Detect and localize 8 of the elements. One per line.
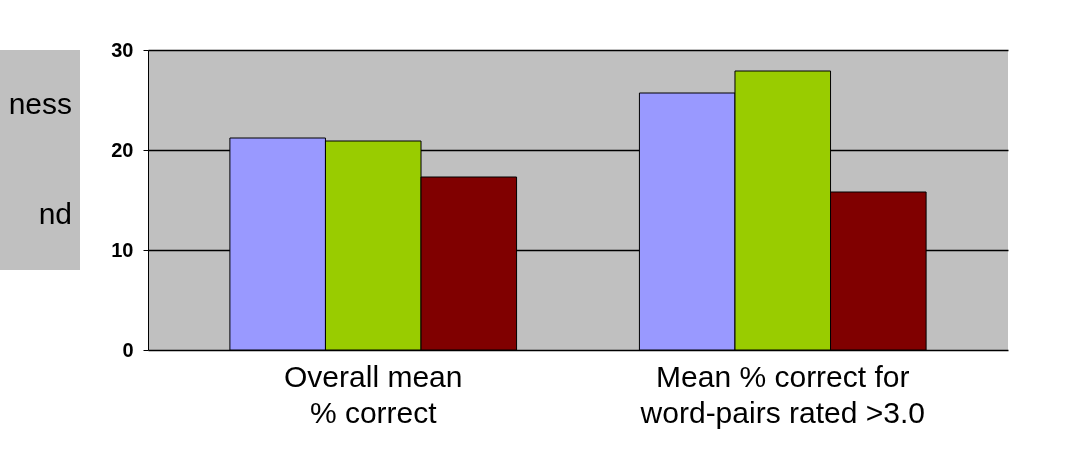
y-tick-label: 0 (122, 338, 134, 361)
text: nd (38, 197, 72, 230)
y-tick-label: 30 (111, 38, 134, 61)
y-tick-label: 20 (111, 138, 134, 161)
x-tick-label: Mean % correct for word-pairs rated >3.0 (639, 359, 925, 429)
y-tick-label: 10 (111, 238, 134, 261)
x-tick-label: Overall mean % correct (284, 359, 463, 429)
text: ness (8, 87, 72, 120)
